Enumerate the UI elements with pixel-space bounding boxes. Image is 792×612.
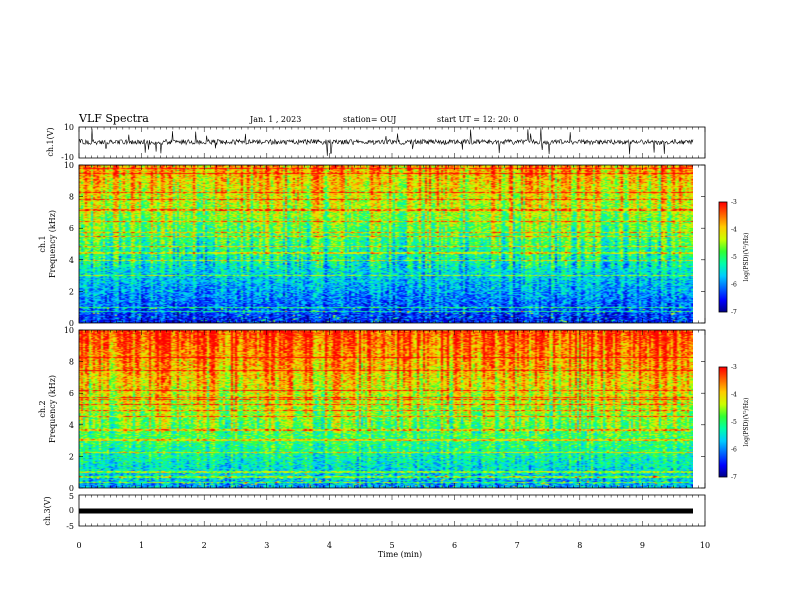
xtick-label: 8 (577, 541, 582, 550)
figure-title: VLF Spectra (78, 112, 149, 125)
colorbar-tick-label: -4 (731, 392, 737, 399)
ytick-label: 2 (69, 452, 74, 461)
time-axis-tick-labels: 0 1 2 3 4 5 6 7 8 9 10 (76, 541, 710, 550)
ytick-label: 6 (69, 224, 74, 233)
ch2-spectrogram-ylabel-frequency: Frequency (kHz) (48, 375, 57, 443)
ch1-waveform-panel: 10 -10 ch.1(V) (46, 123, 706, 162)
colorbar-tick-label: -7 (731, 474, 737, 481)
ytick-label: 8 (69, 193, 74, 202)
colorbar-tick-label: -6 (731, 447, 737, 454)
time-axis-label: Time (min) (378, 550, 422, 559)
ch2-spectrogram-ylabel-channel: ch.2 (38, 400, 47, 417)
ch3-waveform-line (79, 508, 693, 514)
xtick-label: 5 (389, 541, 394, 550)
ch2-spectrogram-yticks: 0 2 4 6 8 10 (64, 326, 705, 493)
ch1-spectrogram-ylabel-frequency: Frequency (kHz) (48, 210, 57, 278)
ch2-colorbar (719, 367, 727, 477)
xtick-label: 4 (327, 541, 332, 550)
xtick-label: 9 (640, 541, 645, 550)
xtick-label: 0 (76, 541, 81, 550)
ytick-label: 8 (69, 358, 74, 367)
xtick-label: 7 (515, 541, 520, 550)
ch1-colorbar-label: log(PSD)(V²/Hz) (743, 233, 750, 282)
ch3-waveform-panel: 5 0 -5 ch.3(V) (43, 492, 706, 531)
date-label: Jan. 1 , 2023 (249, 115, 301, 124)
ch1-spectrogram-ylabel-channel: ch.1 (38, 235, 47, 252)
ch1-colorbar (719, 202, 727, 312)
ch1-colorbar-frame (718, 201, 728, 313)
ch1-waveform-line (78, 128, 694, 156)
ch1-colorbar-ticks: -3 -4 -5 -6 -7 (731, 199, 737, 316)
ytick-label: 4 (69, 256, 74, 265)
ch1-ytick-top: 10 (64, 123, 74, 132)
ytick-label: 2 (69, 287, 74, 296)
colorbar-tick-label: -5 (731, 419, 737, 426)
ch2-colorbar-frame (718, 366, 728, 478)
ch2-colorbar-label: log(PSD)(V²/Hz) (743, 398, 750, 447)
xtick-label: 2 (202, 541, 207, 550)
ch3-ytick-bottom: -5 (66, 522, 74, 531)
ch3-waveform-ylabel: ch.3(V) (43, 496, 52, 525)
ch1-waveform-ylabel: ch.1(V) (46, 127, 55, 156)
ch3-ytick-top: 5 (69, 492, 74, 501)
station-label: station= OUJ (343, 115, 396, 124)
xtick-label: 10 (700, 541, 710, 550)
colorbar-tick-label: -6 (731, 282, 737, 289)
ch1-spectrogram-image (79, 165, 693, 323)
colorbar-tick-label: -4 (731, 227, 737, 234)
xtick-label: 6 (452, 541, 457, 550)
time-axis-ticks (78, 127, 706, 526)
xtick-label: 1 (139, 541, 144, 550)
ytick-label: 0 (69, 484, 74, 493)
colorbar-tick-label: -7 (731, 309, 737, 316)
start-time-label: start UT = 12: 20: 0 (437, 115, 518, 124)
ytick-label: 6 (69, 389, 74, 398)
xtick-label: 3 (264, 541, 269, 550)
ytick-label: 0 (69, 319, 74, 328)
ch1-ytick-bottom: -10 (61, 153, 74, 162)
colorbar-tick-label: -3 (731, 364, 737, 371)
colorbar-tick-label: -5 (731, 254, 737, 261)
ytick-label: 10 (64, 161, 74, 170)
ch2-spectrogram-image (79, 330, 693, 488)
ch2-colorbar-ticks: -3 -4 -5 -6 -7 (731, 364, 737, 481)
ch1-spectrogram-yticks: 0 2 4 6 8 10 (64, 161, 705, 328)
colorbar-tick-label: -3 (731, 199, 737, 206)
ytick-label: 10 (64, 326, 74, 335)
ytick-label: 4 (69, 421, 74, 430)
ch3-ytick-middle: 0 (69, 506, 74, 515)
